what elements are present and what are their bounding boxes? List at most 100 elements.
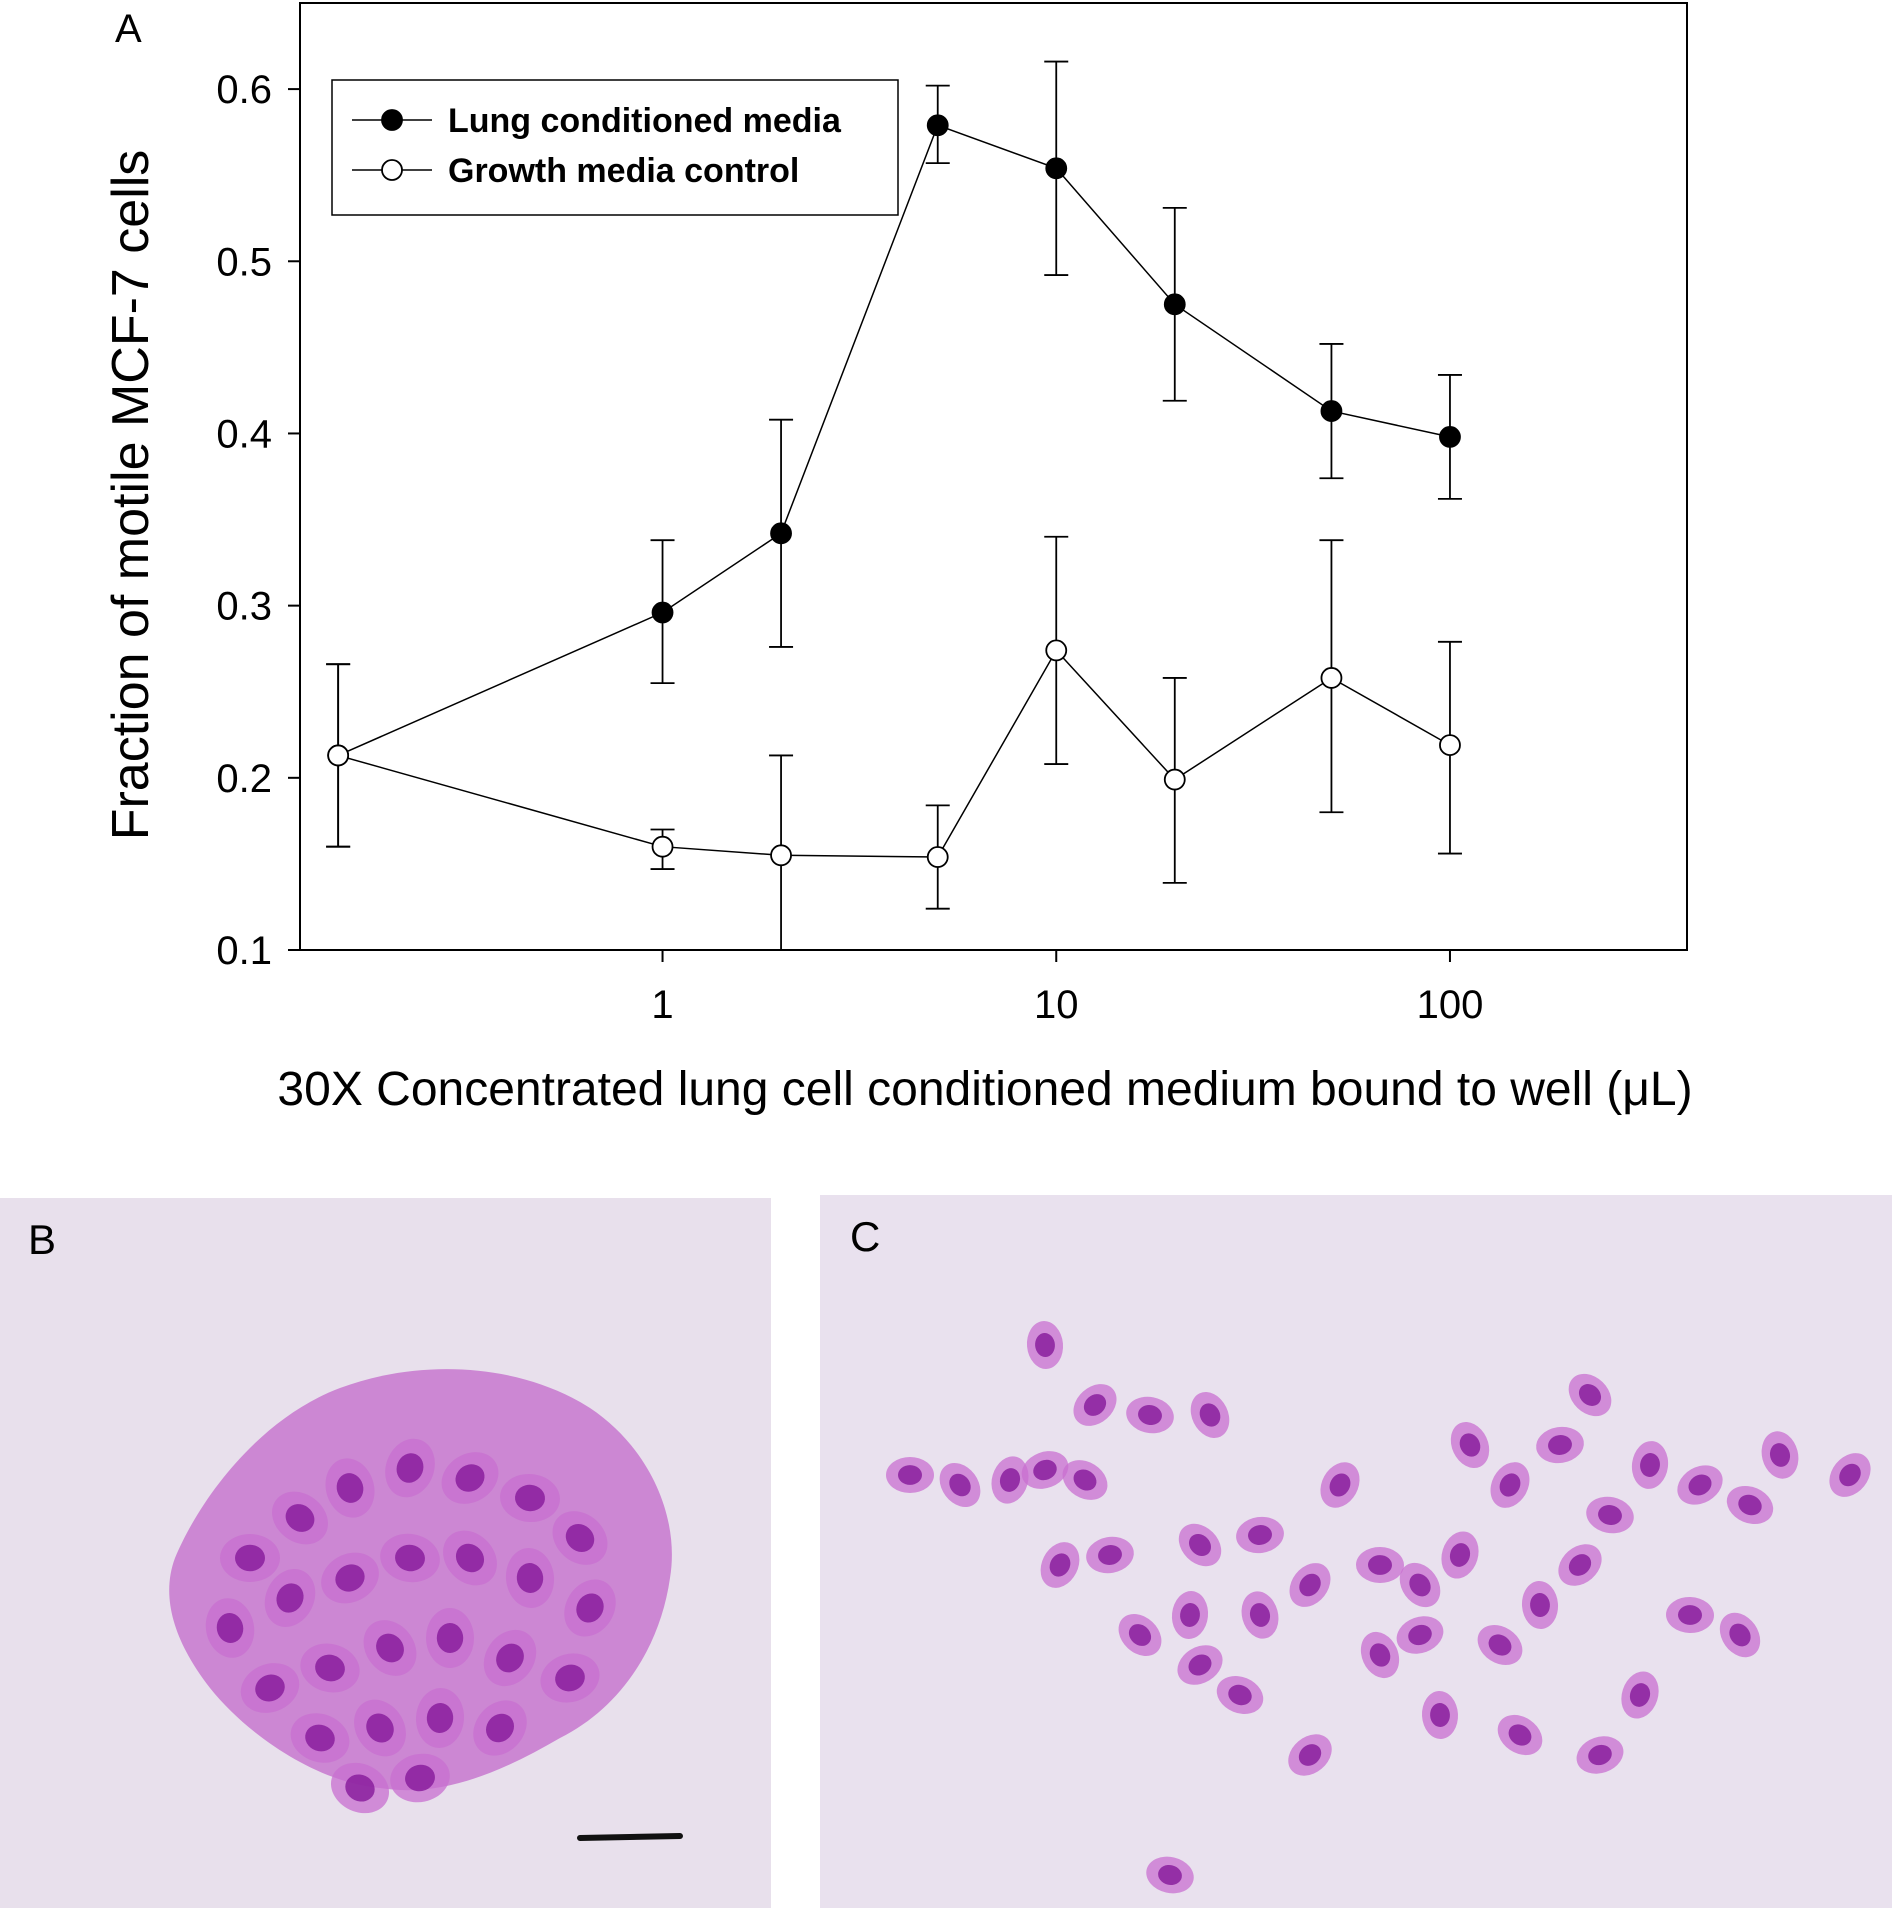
data-point [1163,768,1186,791]
cell [1586,1496,1634,1534]
cell [425,1608,475,1668]
cell [1241,1591,1279,1639]
cell [1178,1523,1222,1567]
series-line [337,649,1451,858]
legend: Lung conditioned media Growth media contr… [331,79,899,216]
data-point [1045,639,1068,662]
series-line [337,124,1451,757]
cell [1360,1631,1400,1679]
cell [300,1643,360,1693]
cell [991,1456,1029,1504]
cell [1026,1321,1064,1369]
scale-bar [577,1833,683,1841]
cell [264,1569,316,1627]
cell [1477,1625,1523,1665]
cell [886,1457,934,1493]
y-tick-label: 0.6 [216,68,272,112]
cell [939,1462,981,1508]
cell [1320,1462,1360,1508]
cell [1576,1736,1624,1774]
cell [390,1753,450,1803]
x-axis: 1 10 100 [651,950,1483,1027]
cell [1216,1676,1264,1714]
legend-marker [381,109,403,131]
cell [1062,1460,1108,1500]
data-point [1045,157,1068,180]
cell [564,1579,616,1637]
data-point [770,844,792,867]
cell [1126,1396,1174,1434]
cell [240,1663,300,1713]
cell [385,1438,435,1498]
panel-label-b: B [28,1216,57,1263]
cell [1086,1536,1134,1574]
cell [443,1530,497,1586]
cell [1399,1562,1441,1608]
cell [415,1688,465,1748]
x-axis-label: 30X Concentrated lung cell conditioned m… [277,1063,1692,1116]
cell [483,1629,537,1687]
cell [552,1511,608,1565]
y-tick-label: 0.5 [216,240,272,284]
data-point [1439,425,1461,448]
cell [380,1533,440,1583]
legend-marker [381,159,403,181]
legend-label: Growth media control [448,152,799,190]
cell [354,1699,406,1757]
cell [1289,1563,1331,1607]
legend-box [331,79,899,216]
x-tick-label: 10 [1034,983,1079,1027]
x-tick-label: 1 [651,983,673,1027]
cell [1719,1612,1761,1658]
cell [1396,1616,1444,1654]
x-tick-label: 100 [1417,983,1484,1027]
data-point [327,744,350,767]
cell [290,1713,350,1763]
cell [1726,1485,1774,1525]
cell [330,1762,390,1814]
micrograph-c: C [820,1195,1892,1908]
cell [1631,1441,1669,1489]
legend-label: Lung conditioned media [448,102,842,140]
data-point [1439,734,1461,757]
panel-label-a: A [115,7,142,51]
cell [1171,1591,1209,1639]
cell [272,1491,328,1545]
data-point [926,114,949,137]
cell [1536,1426,1584,1464]
cell [363,1620,417,1676]
cell [1356,1546,1404,1584]
y-tick-label: 0.1 [216,929,272,973]
cell [441,1452,499,1504]
cell [1568,1373,1612,1417]
cell [1177,1645,1223,1685]
cell [1829,1453,1871,1497]
cell [540,1653,600,1703]
cell [1236,1516,1284,1554]
y-tick-label: 0.2 [216,757,272,801]
scattered-cells [886,1321,1871,1894]
plot-frame [299,2,1688,951]
cell [1450,1421,1490,1469]
data-point [1163,293,1186,316]
cell [1073,1384,1117,1426]
cell [1040,1542,1080,1588]
data-point [1320,400,1343,422]
cell [1521,1581,1559,1629]
cell [1021,1451,1069,1489]
cell [1761,1431,1799,1479]
cell [1190,1392,1230,1438]
series-2 [326,535,1462,951]
data-point [926,846,949,868]
cell [1621,1671,1659,1719]
cell-nuclei [205,1438,616,1814]
y-axis-label: Fraction of motile MCF-7 cells [102,150,160,841]
cell [500,1473,560,1523]
cell [321,1552,379,1604]
cell [220,1534,280,1582]
data-point [770,522,792,545]
cell [505,1548,555,1608]
cell [473,1700,527,1756]
cell [1288,1734,1332,1776]
y-tick-label: 0.4 [216,412,272,456]
